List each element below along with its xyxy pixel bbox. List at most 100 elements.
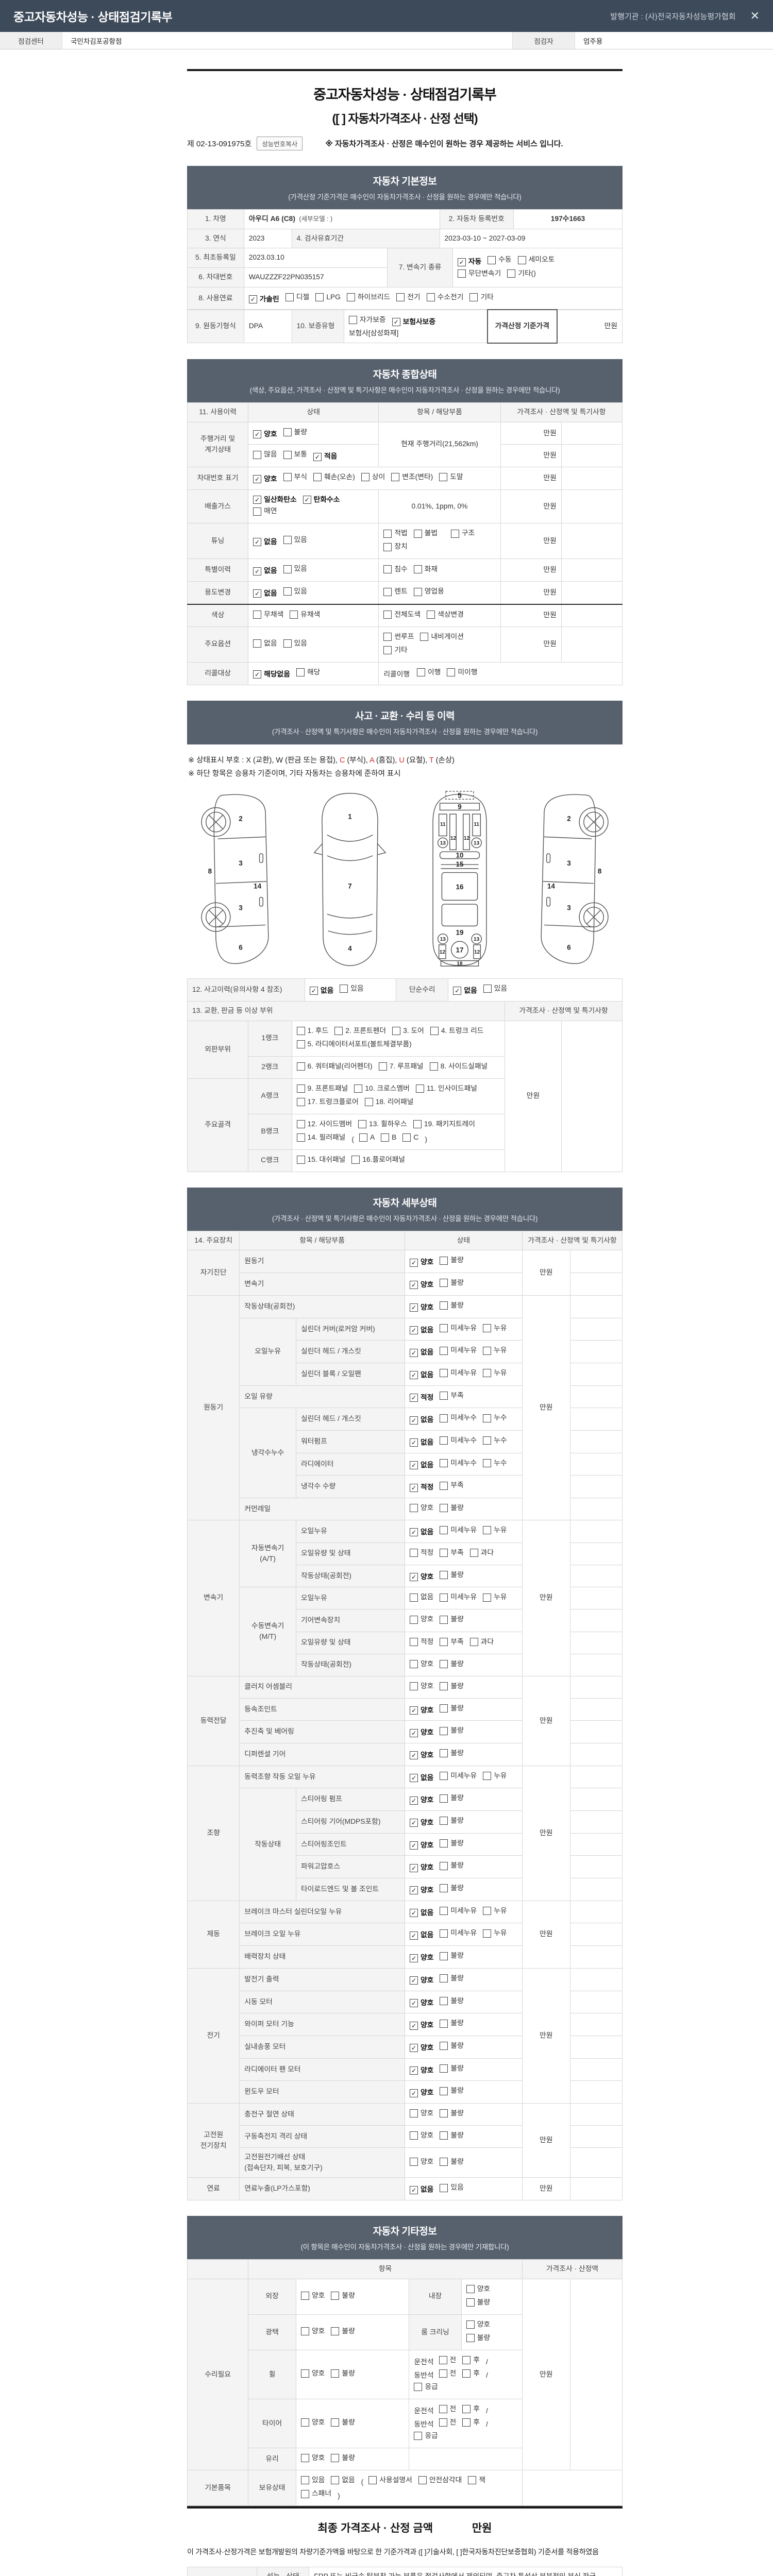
checkbox-unchecked[interactable]: 응급 xyxy=(414,2431,438,2442)
checkbox-unchecked[interactable]: 이행 xyxy=(416,667,441,678)
checkbox-checked[interactable]: ✓ 양호 xyxy=(409,1280,433,1291)
checkbox-unchecked[interactable]: 불량 xyxy=(440,1503,464,1514)
checkbox-unchecked[interactable]: 5. 라디에이터서포트(볼트체결부품) xyxy=(296,1039,412,1050)
checkbox-unchecked[interactable]: 없음 xyxy=(253,638,277,649)
checkbox-checked[interactable]: ✓ 없음 xyxy=(309,986,333,996)
checkbox-unchecked[interactable]: 불량 xyxy=(440,1681,464,1692)
checkbox-unchecked[interactable]: 불량 xyxy=(440,1816,464,1826)
checkbox-unchecked[interactable]: 누유 xyxy=(483,1345,507,1356)
checkbox-unchecked[interactable]: 스패너 xyxy=(300,2488,331,2499)
checkbox-unchecked[interactable]: 불량 xyxy=(331,2291,355,2301)
checkbox-unchecked[interactable]: 미이행 xyxy=(447,667,477,678)
checkbox-unchecked[interactable]: 불량 xyxy=(331,2453,355,2464)
checkbox-unchecked[interactable]: 내비게이션 xyxy=(420,632,464,642)
checkbox-unchecked[interactable]: 썬루프 xyxy=(383,632,414,642)
checkbox-unchecked[interactable]: 불량 xyxy=(440,1860,464,1871)
checkbox-unchecked[interactable]: 미세누유 xyxy=(440,1525,477,1536)
checkbox-unchecked[interactable]: 과다 xyxy=(469,1548,494,1558)
checkbox-unchecked[interactable]: 침수 xyxy=(383,564,408,575)
checkbox-checked[interactable]: ✓ 보험사보증 xyxy=(392,317,435,328)
checkbox-checked[interactable]: ✓ 적정 xyxy=(409,1482,433,1493)
checkbox-unchecked[interactable]: 양호 xyxy=(409,2108,433,2119)
checkbox-unchecked[interactable]: 불량 xyxy=(331,2326,355,2337)
checkbox-unchecked[interactable]: 있음 xyxy=(283,586,307,597)
checkbox-checked[interactable]: ✓ 없음 xyxy=(409,2184,433,2195)
checkbox-checked[interactable]: ✓ 없음 xyxy=(253,566,277,577)
checkbox-unchecked[interactable]: 19. 패키지트레이 xyxy=(413,1119,475,1130)
checkbox-unchecked[interactable]: 불량 xyxy=(331,2368,355,2379)
checkbox-unchecked[interactable]: 있음 xyxy=(283,638,307,649)
checkbox-unchecked[interactable]: 미세누유 xyxy=(440,1592,477,1603)
checkbox-unchecked[interactable]: 보통 xyxy=(283,449,307,460)
checkbox-unchecked[interactable]: 있음 xyxy=(300,2475,325,2486)
checkbox-checked[interactable]: ✓ 양호 xyxy=(409,1818,433,1828)
checkbox-checked[interactable]: ✓ 양호 xyxy=(409,1953,433,1963)
checkbox-unchecked[interactable]: 불량 xyxy=(440,2086,464,2096)
checkbox-checked[interactable]: ✓ 없음 xyxy=(409,1773,433,1784)
checkbox-unchecked[interactable]: 누유 xyxy=(483,1906,507,1917)
checkbox-checked[interactable]: ✓ 없음 xyxy=(253,588,277,599)
checkbox-checked[interactable]: ✓ 해당없음 xyxy=(253,669,290,680)
checkbox-unchecked[interactable]: 미세누유 xyxy=(440,1928,477,1939)
checkbox-unchecked[interactable]: 수소전기 xyxy=(426,292,463,303)
checkbox-unchecked[interactable]: 18. 리어패널 xyxy=(364,1097,414,1108)
checkbox-unchecked[interactable]: LPG xyxy=(315,292,341,303)
checkbox-unchecked[interactable]: 누유 xyxy=(483,1928,507,1939)
checkbox-checked[interactable]: ✓ 양호 xyxy=(409,1257,433,1268)
checkbox-unchecked[interactable]: 전기 xyxy=(396,292,421,303)
checkbox-unchecked[interactable]: 무채색 xyxy=(253,609,283,620)
checkbox-unchecked[interactable]: 미세누유 xyxy=(440,1906,477,1917)
checkbox-checked[interactable]: ✓ 양호 xyxy=(253,429,277,440)
checkbox-checked[interactable]: ✓ 없음 xyxy=(409,1437,433,1448)
checkbox-unchecked[interactable]: 화재 xyxy=(413,564,438,575)
checkbox-unchecked[interactable]: 불량 xyxy=(466,2333,490,2344)
checkbox-unchecked[interactable]: 잭 xyxy=(468,2475,485,2486)
checkbox-checked[interactable]: ✓ 없음 xyxy=(409,1347,433,1358)
checkbox-unchecked[interactable]: 유채색 xyxy=(290,609,320,620)
checkbox-unchecked[interactable]: 불량 xyxy=(440,1659,464,1670)
checkbox-checked[interactable]: ✓ 양호 xyxy=(409,2065,433,2076)
checkbox-unchecked[interactable]: 상이 xyxy=(361,472,385,483)
checkbox-unchecked[interactable]: 15. 대쉬패널 xyxy=(296,1155,345,1165)
checkbox-unchecked[interactable]: 불량 xyxy=(331,2417,355,2428)
checkbox-checked[interactable]: ✓ 양호 xyxy=(409,1885,433,1896)
checkbox-unchecked[interactable]: 불량 xyxy=(440,1793,464,1804)
checkbox-unchecked[interactable]: 부족 xyxy=(440,1548,464,1558)
checkbox-checked[interactable]: ✓ 없음 xyxy=(409,1370,433,1381)
checkbox-checked[interactable]: ✓ 없음 xyxy=(409,1460,433,1471)
checkbox-unchecked[interactable]: 기타 xyxy=(469,292,494,303)
checkbox-unchecked[interactable]: 변조(변타) xyxy=(391,472,433,483)
checkbox-unchecked[interactable]: 전 xyxy=(439,2368,456,2379)
checkbox-unchecked[interactable]: 적정 xyxy=(409,1548,433,1558)
checkbox-unchecked[interactable]: 불량 xyxy=(440,1300,464,1311)
checkbox-unchecked[interactable]: 미세누수 xyxy=(440,1435,477,1446)
checkbox-checked[interactable]: ✓ 양호 xyxy=(409,1750,433,1761)
checkbox-checked[interactable]: ✓ 양호 xyxy=(409,1975,433,1986)
checkbox-unchecked[interactable]: 16.플로어패널 xyxy=(351,1155,405,1165)
checkbox-unchecked[interactable]: 1. 후드 xyxy=(296,1026,328,1037)
checkbox-checked[interactable]: ✓ 양호 xyxy=(409,1998,433,2009)
checkbox-checked[interactable]: ✓ 없음 xyxy=(409,1325,433,1336)
checkbox-checked[interactable]: ✓ 양호 xyxy=(409,1705,433,1716)
checkbox-unchecked[interactable]: 영업용 xyxy=(413,586,444,597)
checkbox-unchecked[interactable]: 양호 xyxy=(409,2130,433,2141)
checkbox-unchecked[interactable]: 양호 xyxy=(409,2157,433,2167)
checkbox-unchecked[interactable]: 7. 루프패널 xyxy=(378,1061,424,1072)
checkbox-unchecked[interactable]: 렌트 xyxy=(383,586,408,597)
checkbox-checked[interactable]: ✓ 양호 xyxy=(409,1572,433,1583)
checkbox-unchecked[interactable]: 자가보증 xyxy=(348,315,386,326)
checkbox-unchecked[interactable]: 부족 xyxy=(440,1480,464,1491)
checkbox-unchecked[interactable]: 적법 xyxy=(383,528,408,539)
checkbox-unchecked[interactable]: 불량 xyxy=(440,2157,464,2167)
checkbox-unchecked[interactable]: 기타 xyxy=(383,645,408,656)
checkbox-unchecked[interactable]: 전체도색 xyxy=(383,609,421,620)
checkbox-unchecked[interactable]: 미세누수 xyxy=(440,1458,477,1469)
checkbox-unchecked[interactable]: 있음 xyxy=(283,564,307,574)
checkbox-unchecked[interactable]: 불량 xyxy=(440,1703,464,1714)
checkbox-unchecked[interactable]: 있음 xyxy=(340,984,364,994)
checkbox-unchecked[interactable]: 불량 xyxy=(440,1973,464,1984)
checkbox-checked[interactable]: ✓ 적정 xyxy=(409,1393,433,1403)
checkbox-checked[interactable]: ✓ 양호 xyxy=(409,1302,433,1313)
checkbox-unchecked[interactable]: 색상변경 xyxy=(427,609,464,620)
checkbox-checked[interactable]: ✓ 양호 xyxy=(409,1727,433,1738)
